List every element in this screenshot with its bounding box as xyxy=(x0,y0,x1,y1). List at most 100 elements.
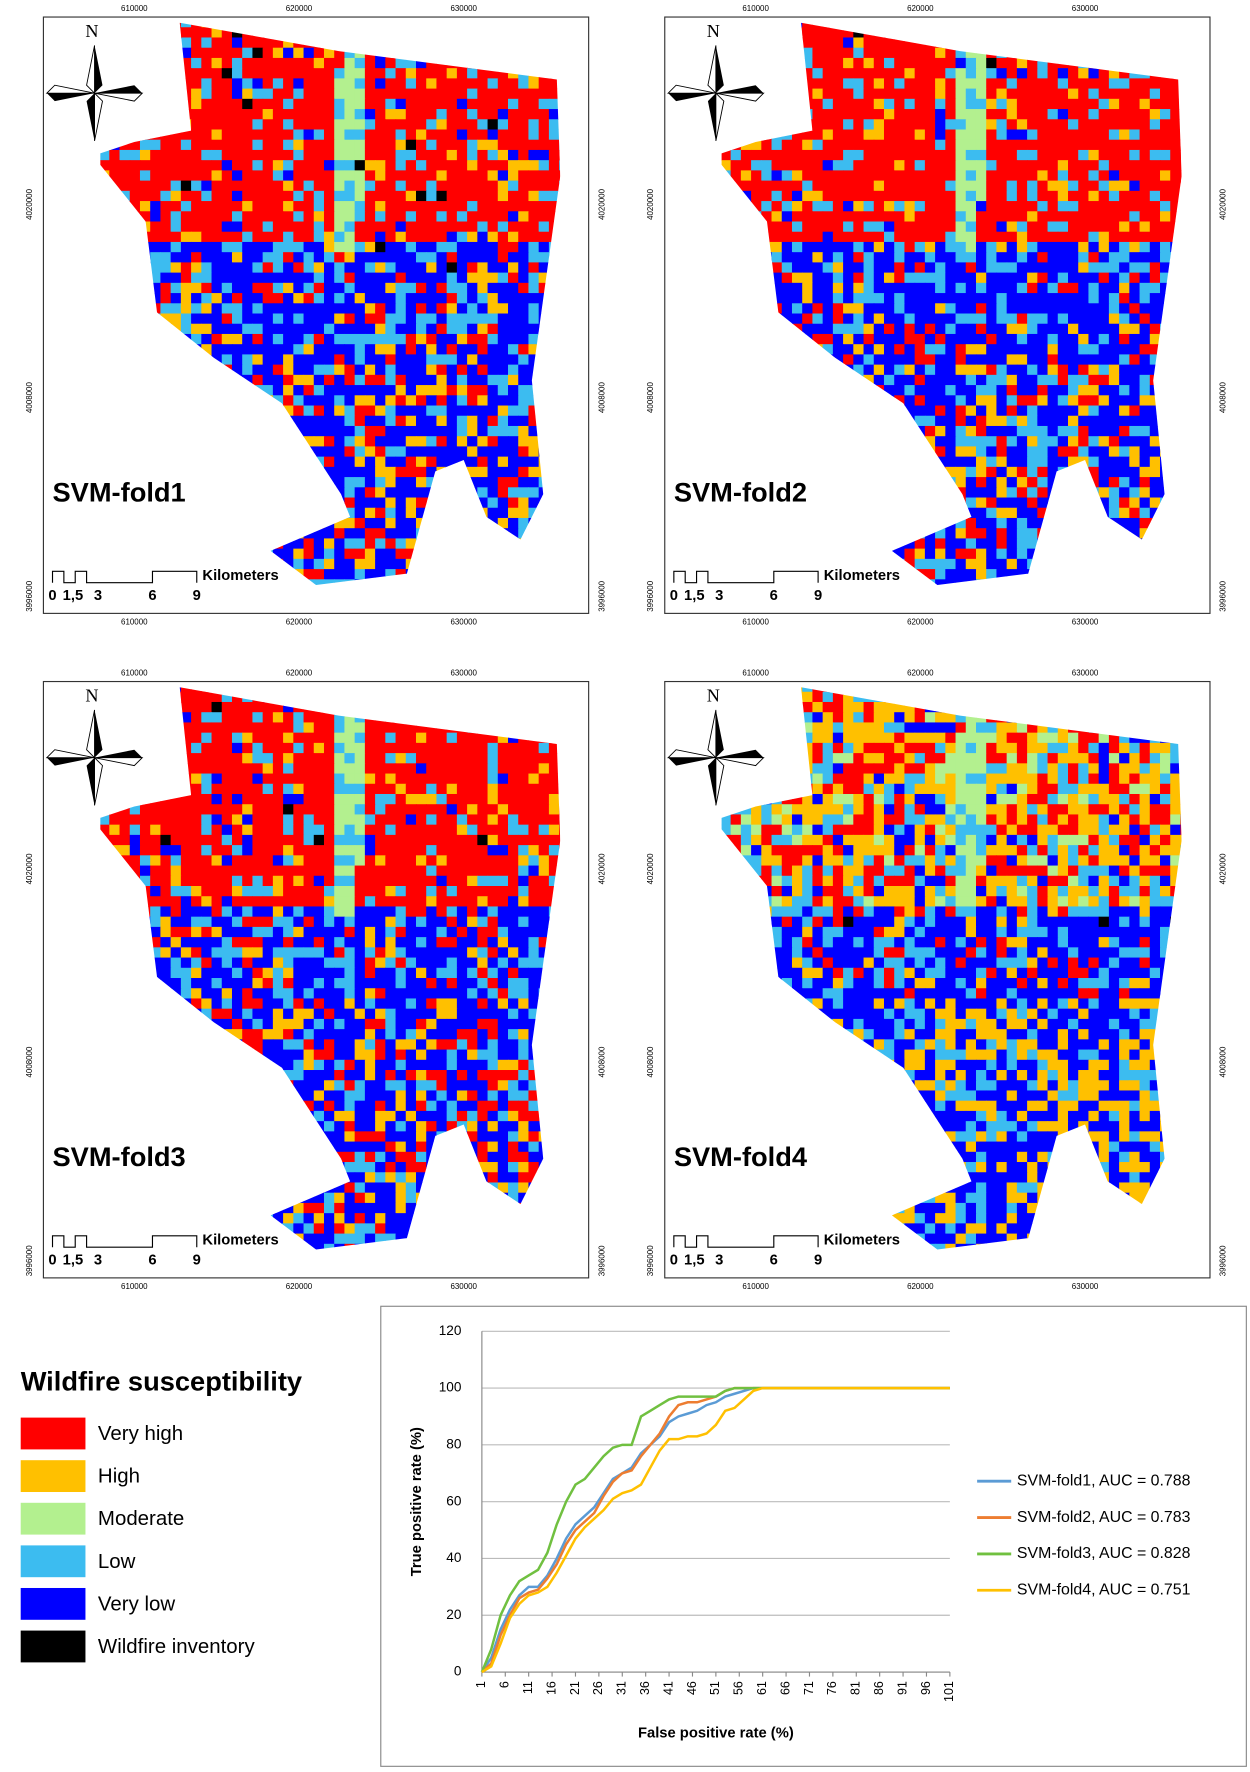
map-cell xyxy=(262,293,274,304)
map-cell xyxy=(935,190,946,202)
map-cell xyxy=(364,170,376,182)
map-cell xyxy=(100,160,110,171)
map-cell xyxy=(1057,201,1069,212)
map-cell xyxy=(1016,262,1028,274)
map-cell xyxy=(385,160,397,171)
map-cell xyxy=(354,313,366,325)
map-cell xyxy=(904,57,916,69)
map-cell xyxy=(843,344,854,355)
map-cell xyxy=(924,139,936,151)
map-cell xyxy=(853,293,865,304)
map-cell xyxy=(1108,149,1120,161)
map-cell xyxy=(364,231,376,243)
map-cell xyxy=(467,170,478,182)
map-cell xyxy=(313,201,325,212)
map-cell xyxy=(354,68,366,79)
map-cell xyxy=(405,395,417,407)
map-cell xyxy=(822,221,834,233)
map-cell xyxy=(508,456,519,468)
map-cell xyxy=(1006,160,1018,171)
map-cell xyxy=(191,190,202,202)
map-cell xyxy=(446,385,458,396)
map-cell xyxy=(1129,282,1141,294)
map-cell xyxy=(781,303,793,315)
map-cell xyxy=(822,88,834,100)
map-cell xyxy=(1139,333,1151,345)
map-cell xyxy=(894,221,905,233)
map-cell xyxy=(191,109,202,120)
map-cell xyxy=(1119,211,1130,223)
map-cell xyxy=(477,405,489,417)
map-cell xyxy=(354,139,366,151)
map-cell xyxy=(467,272,478,284)
map-cell xyxy=(853,201,865,212)
map-cell xyxy=(272,119,284,131)
map-cell xyxy=(477,139,489,151)
map-cell xyxy=(935,98,946,110)
map-cell xyxy=(242,293,253,304)
map-cell xyxy=(303,272,315,284)
map-cell xyxy=(843,231,854,243)
map-cell xyxy=(1129,149,1141,161)
map-cell xyxy=(436,231,448,243)
map-cell xyxy=(832,180,844,192)
map-cell xyxy=(1119,415,1130,427)
map-cell xyxy=(1119,68,1130,79)
map-cell xyxy=(955,139,967,151)
map-cell xyxy=(242,374,253,386)
map-cell xyxy=(1129,446,1141,458)
map-cell xyxy=(405,477,417,488)
map-cell xyxy=(1129,303,1141,315)
map-cell xyxy=(518,272,530,284)
map-cell xyxy=(242,129,253,141)
map-cell xyxy=(364,374,376,386)
map-cell xyxy=(955,221,967,233)
map-cell xyxy=(771,149,783,161)
map-cell xyxy=(364,323,376,335)
map-cell xyxy=(354,558,366,570)
map-cell xyxy=(1119,364,1130,376)
map-cell xyxy=(150,190,161,202)
map-cell xyxy=(832,68,844,79)
map-cell xyxy=(242,119,253,131)
map-cell xyxy=(252,98,264,110)
map-cell xyxy=(456,109,468,120)
map-cell xyxy=(354,88,366,100)
map-cell xyxy=(405,385,417,396)
map-cell xyxy=(364,313,376,325)
map-cell xyxy=(446,262,458,274)
map-cell xyxy=(242,282,253,294)
map-cell xyxy=(843,109,854,120)
map-cell xyxy=(975,68,987,79)
map-cell xyxy=(873,333,885,345)
map-cell xyxy=(231,98,243,110)
map-cell xyxy=(221,68,233,79)
map-cell xyxy=(1098,436,1110,447)
map-cell xyxy=(965,487,977,499)
map-cell xyxy=(1088,68,1100,79)
map-cell xyxy=(139,180,151,192)
map-cell xyxy=(1108,241,1120,253)
map-cell xyxy=(272,78,284,90)
map-cell xyxy=(781,252,793,263)
map-cell xyxy=(211,303,223,315)
map-cell xyxy=(344,160,356,171)
map-cell xyxy=(497,88,509,100)
map-cell xyxy=(242,88,253,100)
map-cell xyxy=(191,88,202,100)
map-cell xyxy=(832,109,844,120)
map-cell xyxy=(364,405,376,417)
map-cell xyxy=(375,180,386,192)
map-cell xyxy=(334,119,346,131)
map-cell xyxy=(1057,293,1069,304)
map-cell xyxy=(395,385,407,396)
map-cell xyxy=(883,47,895,59)
map-cell xyxy=(313,57,325,69)
map-cell xyxy=(436,293,448,304)
map-cell xyxy=(334,374,346,386)
map-cell xyxy=(914,201,926,212)
map-cell xyxy=(1006,180,1018,192)
map-cell xyxy=(986,129,998,141)
map-cell xyxy=(313,47,325,59)
map-cell xyxy=(1047,78,1059,90)
